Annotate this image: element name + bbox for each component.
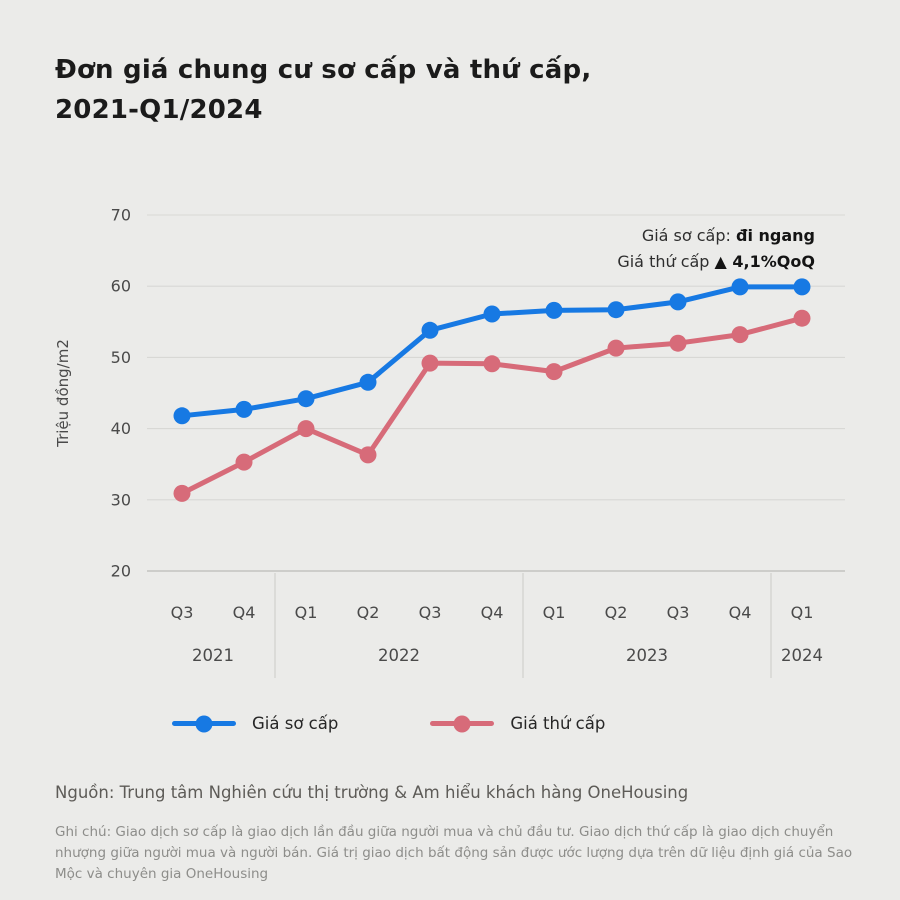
year-label-2021: 2021	[192, 646, 234, 665]
data-point-giá-sơ-cấp-7[interactable]	[607, 301, 625, 319]
x-tick-label-Q2-2022: Q2	[357, 603, 380, 622]
year-label-2022: 2022	[378, 646, 420, 665]
data-point-giá-sơ-cấp-0[interactable]	[173, 407, 191, 425]
year-label-2024: 2024	[781, 646, 823, 665]
data-point-giá-sơ-cấp-4[interactable]	[421, 321, 439, 339]
secondary-series-swatch	[430, 715, 495, 732]
annotation-primary-value: đi ngang	[736, 226, 815, 245]
data-point-giá-thứ-cấp-1[interactable]	[235, 453, 253, 471]
footnote-text: Ghi chú: Giao dịch sơ cấp là giao dịch l…	[55, 824, 853, 882]
x-tick-label-Q2-2023: Q2	[605, 603, 628, 622]
legend-label-primary: Giá sơ cấp	[252, 714, 339, 733]
data-point-giá-sơ-cấp-3[interactable]	[359, 373, 377, 391]
annotation-primary-text: Giá sơ cấp:	[641, 226, 736, 245]
x-tick-label-Q1-2024: Q1	[791, 603, 814, 622]
chart-svg: 70 60 50 40 30 20 Triệu đồng/m2 Q3 Q4 2021 Q1 Q2 Q3 Q…	[54, 206, 845, 678]
x-tick-label-Q4-2023: Q4	[729, 603, 752, 622]
data-point-giá-thứ-cấp-7[interactable]	[607, 339, 625, 357]
annotation-secondary: Giá thứ cấp ▲ 4,1%QoQ	[617, 249, 815, 275]
data-point-giá-thứ-cấp-4[interactable]	[421, 354, 439, 372]
y-tick-label-70: 70	[111, 206, 131, 225]
data-point-giá-thứ-cấp-8[interactable]	[669, 334, 687, 352]
x-tick-label-Q4-2021: Q4	[233, 603, 256, 622]
primary-series-swatch	[172, 715, 236, 732]
data-point-giá-sơ-cấp-8[interactable]	[669, 293, 687, 311]
data-point-giá-thứ-cấp-6[interactable]	[545, 363, 563, 381]
data-point-giá-sơ-cấp-5[interactable]	[483, 305, 501, 323]
y-tick-label-20: 20	[111, 562, 131, 581]
data-point-giá-sơ-cấp-10[interactable]	[793, 278, 811, 296]
data-point-giá-thứ-cấp-2[interactable]	[297, 420, 315, 438]
legend-item-primary[interactable]: Giá sơ cấp	[172, 714, 338, 733]
y-tick-label-50: 50	[111, 348, 131, 367]
data-point-giá-sơ-cấp-1[interactable]	[235, 400, 253, 418]
y-axis-title: Triệu đồng/m2	[54, 339, 72, 448]
title-line-2: 2021-Q1/2024	[55, 95, 263, 125]
y-tick-label-30: 30	[111, 490, 131, 509]
data-point-giá-thứ-cấp-10[interactable]	[793, 309, 811, 327]
x-tick-label-Q1-2022: Q1	[295, 603, 318, 622]
chart-annotation: Giá sơ cấp: đi ngang Giá thứ cấp ▲ 4,1%Q…	[617, 223, 815, 275]
x-tick-label-Q3-2021: Q3	[171, 603, 194, 622]
x-tick-label-Q1-2023: Q1	[543, 603, 566, 622]
annotation-primary: Giá sơ cấp: đi ngang	[617, 223, 815, 249]
data-point-giá-thứ-cấp-5[interactable]	[483, 355, 501, 373]
title-line-1: Đơn giá chung cư sơ cấp và thứ cấp,	[55, 55, 592, 85]
annotation-secondary-value: ▲ 4,1%QoQ	[714, 252, 815, 271]
data-point-giá-thứ-cấp-9[interactable]	[731, 326, 749, 344]
primary-series-dot-icon	[195, 715, 213, 732]
data-point-giá-thứ-cấp-0[interactable]	[173, 484, 191, 502]
x-tick-label-Q3-2023: Q3	[667, 603, 690, 622]
data-point-giá-sơ-cấp-6[interactable]	[545, 301, 563, 319]
legend-label-secondary: Giá thứ cấp	[510, 714, 606, 733]
year-label-2023: 2023	[626, 646, 668, 665]
data-point-giá-thứ-cấp-3[interactable]	[359, 446, 377, 464]
annotation-secondary-text: Giá thứ cấp	[617, 252, 715, 271]
line-chart: 70 60 50 40 30 20 Triệu đồng/m2 Q3 Q4 2021 Q1 Q2 Q3 Q…	[0, 180, 900, 700]
data-point-giá-sơ-cấp-9[interactable]	[731, 278, 749, 296]
secondary-series-dot-icon	[453, 715, 471, 732]
page-title: Đơn giá chung cư sơ cấp và thứ cấp, 2021…	[55, 50, 591, 130]
y-tick-label-60: 60	[111, 277, 131, 296]
chart-legend: Giá sơ cấp Giá thứ cấp	[172, 714, 605, 733]
x-tick-label-Q3-2022: Q3	[419, 603, 442, 622]
x-tick-label-Q4-2022: Q4	[481, 603, 504, 622]
source-text: Nguồn: Trung tâm Nghiên cứu thị trường &…	[55, 783, 689, 802]
legend-item-secondary[interactable]: Giá thứ cấp	[430, 714, 605, 733]
data-point-giá-sơ-cấp-2[interactable]	[297, 390, 315, 408]
y-tick-label-40: 40	[111, 419, 131, 438]
